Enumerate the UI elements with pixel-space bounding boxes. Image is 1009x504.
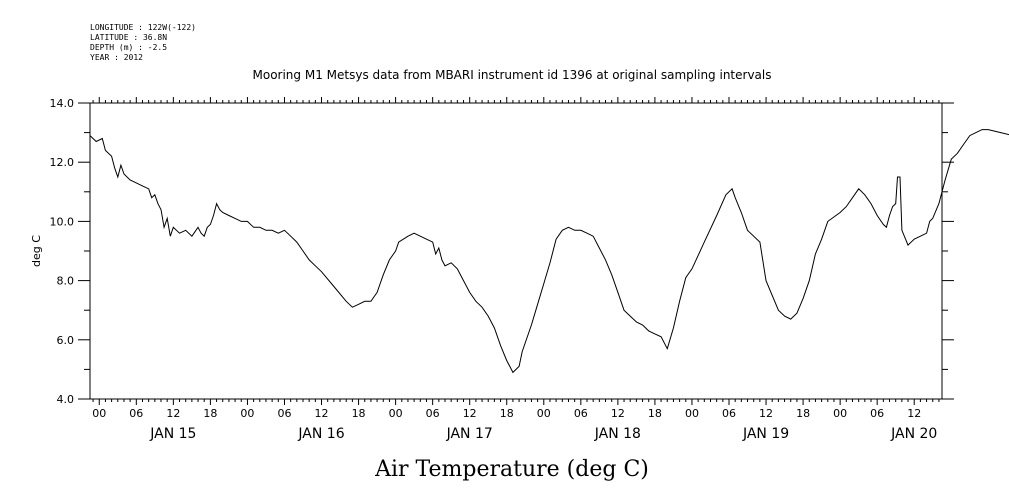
x-tick-label: 12 xyxy=(166,407,180,420)
x-tick-label: 06 xyxy=(870,407,884,420)
x-tick-label: 06 xyxy=(574,407,588,420)
x-axis-ticks: 00 06 12 18 00 06 12 18 00 06 12 18 00 06 12 18 00 06 12 18… xyxy=(92,97,940,442)
day-label: JAN 18 xyxy=(594,426,641,442)
series-group xyxy=(89,129,1009,374)
x-tick-label: 18 xyxy=(203,407,217,420)
y-tick-label: 10.0 xyxy=(50,215,75,228)
y-axis-label: deg C xyxy=(30,235,43,267)
x-tick-label: 00 xyxy=(240,407,254,420)
chart-title: Mooring M1 Metsys data from MBARI instru… xyxy=(253,68,772,82)
y-tick-label: 4.0 xyxy=(57,393,75,406)
day-label: JAN 19 xyxy=(742,426,789,442)
x-tick-label: 12 xyxy=(759,407,773,420)
x-tick-label: 12 xyxy=(463,407,477,420)
day-label: JAN 16 xyxy=(297,426,344,442)
y-tick-label: 8.0 xyxy=(57,275,75,288)
day-label: JAN 15 xyxy=(149,426,196,442)
depth-text: DEPTH (m) : -2.5 xyxy=(90,43,167,52)
y-tick-label: 6.0 xyxy=(57,334,75,347)
x-tick-label: 18 xyxy=(500,407,514,420)
day-label: JAN 17 xyxy=(446,426,493,442)
y-tick-label: 14.0 xyxy=(50,97,75,110)
plot-frame xyxy=(89,102,943,400)
x-axis-title: Air Temperature (deg C) xyxy=(374,457,649,482)
day-label: JAN 20 xyxy=(890,426,937,442)
x-tick-label: 12 xyxy=(611,407,625,420)
y-tick-label: 12.0 xyxy=(50,156,75,169)
x-tick-label: 12 xyxy=(907,407,921,420)
x-tick-label: 18 xyxy=(352,407,366,420)
x-tick-label: 00 xyxy=(537,407,551,420)
longitude-text: LONGITUDE : 122W(-122) xyxy=(90,23,196,32)
year-text: YEAR : 2012 xyxy=(90,53,143,62)
x-tick-label: 00 xyxy=(833,407,847,420)
x-tick-label: 18 xyxy=(796,407,810,420)
latitude-text: LATITUDE : 36.8N xyxy=(90,33,167,42)
x-tick-label: 18 xyxy=(648,407,662,420)
x-tick-label: 00 xyxy=(389,407,403,420)
x-tick-label: 00 xyxy=(92,407,106,420)
y-axis-ticks: 4.0 6.0 8.0 10.0 12.0 14.0 xyxy=(50,97,954,406)
x-tick-label: 06 xyxy=(722,407,736,420)
x-tick-label: 12 xyxy=(315,407,329,420)
x-tick-label: 00 xyxy=(685,407,699,420)
x-tick-label: 06 xyxy=(129,407,143,420)
x-tick-label: 06 xyxy=(426,407,440,420)
x-tick-label: 06 xyxy=(277,407,291,420)
temperature-series-line xyxy=(89,129,1009,374)
